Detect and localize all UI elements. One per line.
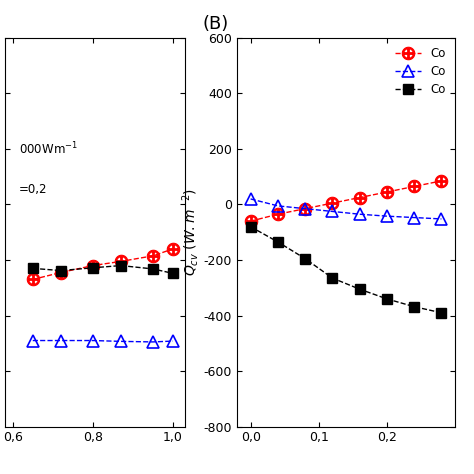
Co	[438, 178, 444, 184]
Co	[438, 216, 444, 222]
Co	[357, 211, 363, 217]
Co	[411, 183, 417, 189]
Co	[248, 224, 254, 229]
Line: Co: Co	[246, 222, 447, 318]
Co	[302, 206, 308, 211]
Co	[329, 201, 335, 206]
Text: (B): (B)	[202, 15, 229, 33]
Co	[302, 206, 308, 211]
Co	[384, 189, 390, 195]
Co	[329, 209, 335, 214]
Text: 000Wm$^{-1}$: 000Wm$^{-1}$	[19, 141, 78, 157]
Y-axis label: $\mathit{Q}_{cv}$ $(W.m^{-2})$: $\mathit{Q}_{cv}$ $(W.m^{-2})$	[180, 188, 201, 276]
Co	[384, 213, 390, 219]
Co	[384, 296, 390, 302]
Co	[248, 219, 254, 224]
Line: Co: Co	[245, 193, 447, 225]
Co	[275, 239, 281, 245]
Co	[302, 256, 308, 262]
Text: =0,2: =0,2	[19, 183, 48, 196]
Co	[248, 196, 254, 202]
Co	[357, 286, 363, 292]
Co	[329, 275, 335, 281]
Co	[357, 195, 363, 201]
Co	[411, 215, 417, 220]
Legend: Co, Co, Co: Co, Co, Co	[391, 44, 449, 100]
Co	[411, 304, 417, 310]
Co	[438, 310, 444, 316]
Co	[275, 203, 281, 209]
Co	[275, 211, 281, 217]
Line: Co: Co	[245, 174, 447, 228]
